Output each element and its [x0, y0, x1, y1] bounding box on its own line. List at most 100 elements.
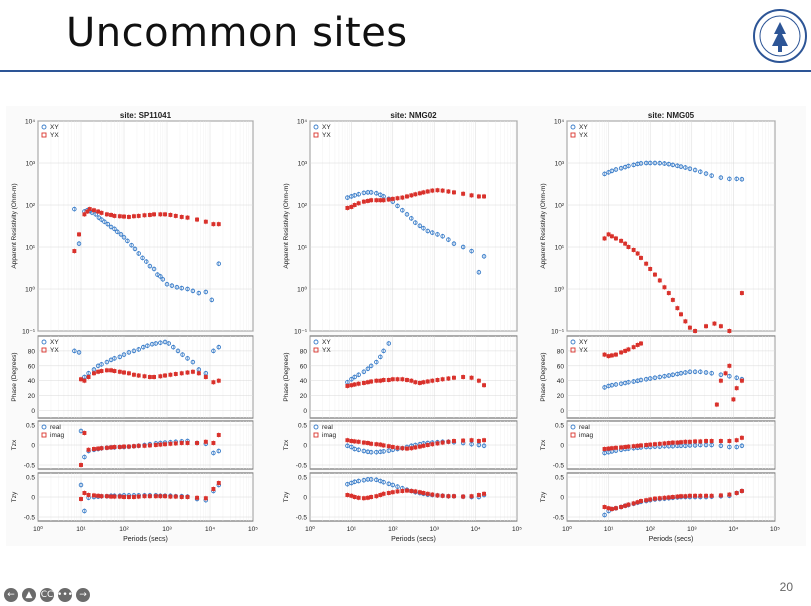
data-point — [476, 493, 481, 497]
legend-marker — [313, 132, 319, 138]
data-point — [639, 255, 643, 260]
data-point — [374, 191, 379, 196]
data-point — [657, 278, 662, 283]
data-point — [82, 491, 87, 495]
data-point — [104, 368, 109, 373]
data-point — [446, 439, 451, 444]
data-point — [687, 369, 693, 375]
phase-panel-frame — [37, 335, 254, 419]
data-point — [117, 369, 122, 374]
rho-y-tick-label: 10² — [26, 203, 36, 210]
data-point — [86, 375, 91, 379]
data-point — [216, 344, 222, 350]
data-point — [718, 493, 723, 498]
data-point — [162, 339, 168, 345]
data-point — [703, 370, 709, 375]
data-point — [409, 216, 414, 221]
data-point — [647, 160, 653, 166]
data-point — [352, 446, 357, 452]
data-point — [417, 223, 423, 229]
rho-y-tick-label: 10⁰ — [25, 286, 35, 294]
tzx-y-tick-label: 0.5 — [555, 423, 564, 430]
data-point — [104, 494, 109, 499]
data-point — [613, 352, 618, 357]
data-point — [476, 378, 481, 383]
pointer-icon[interactable]: ▲ — [22, 588, 36, 602]
legend-label: YX — [579, 347, 588, 354]
data-point — [400, 446, 405, 451]
x-tick-label: 10⁰ — [33, 525, 43, 533]
data-point — [78, 428, 84, 434]
data-point — [698, 369, 703, 375]
data-point — [216, 222, 221, 227]
data-point — [72, 348, 77, 354]
data-point — [345, 195, 350, 200]
data-point — [109, 445, 114, 450]
arrow-left-icon[interactable]: ← — [4, 588, 18, 602]
data-point — [734, 444, 739, 450]
data-point — [390, 445, 395, 449]
data-point — [147, 443, 152, 448]
data-point — [409, 193, 414, 198]
data-point — [109, 494, 114, 499]
data-point — [644, 498, 649, 503]
data-point — [643, 376, 649, 382]
data-point — [727, 444, 732, 450]
data-point — [430, 492, 435, 497]
data-point — [635, 342, 640, 347]
x-tick-label: 10¹ — [347, 526, 357, 533]
data-point — [349, 383, 354, 388]
x-tick-label: 10³ — [687, 526, 697, 533]
tzx-y-tick-label: -0.5 — [296, 463, 308, 470]
data-point — [374, 198, 379, 203]
rho-y-tick-label: 10⁴ — [297, 119, 307, 126]
data-point — [727, 329, 732, 333]
x-tick-label: 10⁴ — [728, 526, 738, 533]
data-point — [395, 196, 400, 201]
tzx-y-axis-label: Tzx — [11, 439, 18, 450]
arrow-right-icon[interactable]: → — [76, 588, 90, 602]
data-point — [714, 402, 719, 407]
tzx-y-tick-label: 0 — [560, 443, 564, 450]
data-point — [211, 380, 216, 385]
x-tick-label: 10² — [388, 526, 398, 533]
data-point — [168, 441, 173, 446]
legend-marker — [570, 339, 576, 345]
data-point — [718, 378, 723, 383]
more-icon[interactable]: ••• — [57, 588, 73, 602]
data-point — [644, 261, 649, 266]
data-point — [345, 481, 350, 487]
tzx-y-axis-label: Tzx — [283, 439, 290, 450]
data-point — [727, 492, 732, 497]
phase-y-tick-label: 80 — [557, 348, 565, 355]
data-point — [390, 377, 395, 382]
data-point — [91, 447, 96, 451]
data-point — [216, 448, 222, 454]
data-point — [395, 445, 400, 450]
data-point — [369, 379, 374, 384]
data-point — [203, 496, 208, 501]
data-point — [734, 375, 739, 380]
data-point — [185, 286, 190, 292]
data-point — [163, 373, 167, 378]
data-point — [430, 442, 435, 447]
data-point — [623, 241, 628, 246]
data-point — [666, 161, 672, 167]
legend-label: XY — [50, 339, 59, 346]
data-point — [361, 199, 366, 204]
phase-y-tick-label: 40 — [557, 378, 565, 385]
data-point — [164, 281, 170, 287]
phase-y-tick-label: 0 — [31, 408, 35, 415]
data-point — [216, 261, 222, 266]
data-point — [349, 376, 354, 382]
data-point — [179, 214, 184, 219]
x-tick-label: 10⁵ — [512, 526, 522, 533]
data-point — [602, 236, 607, 241]
data-point — [117, 354, 123, 360]
data-point — [368, 190, 374, 195]
data-point — [481, 254, 487, 259]
data-point — [693, 493, 698, 498]
data-point — [623, 503, 628, 508]
data-point — [179, 285, 184, 291]
captions-icon[interactable]: CC — [40, 588, 54, 602]
